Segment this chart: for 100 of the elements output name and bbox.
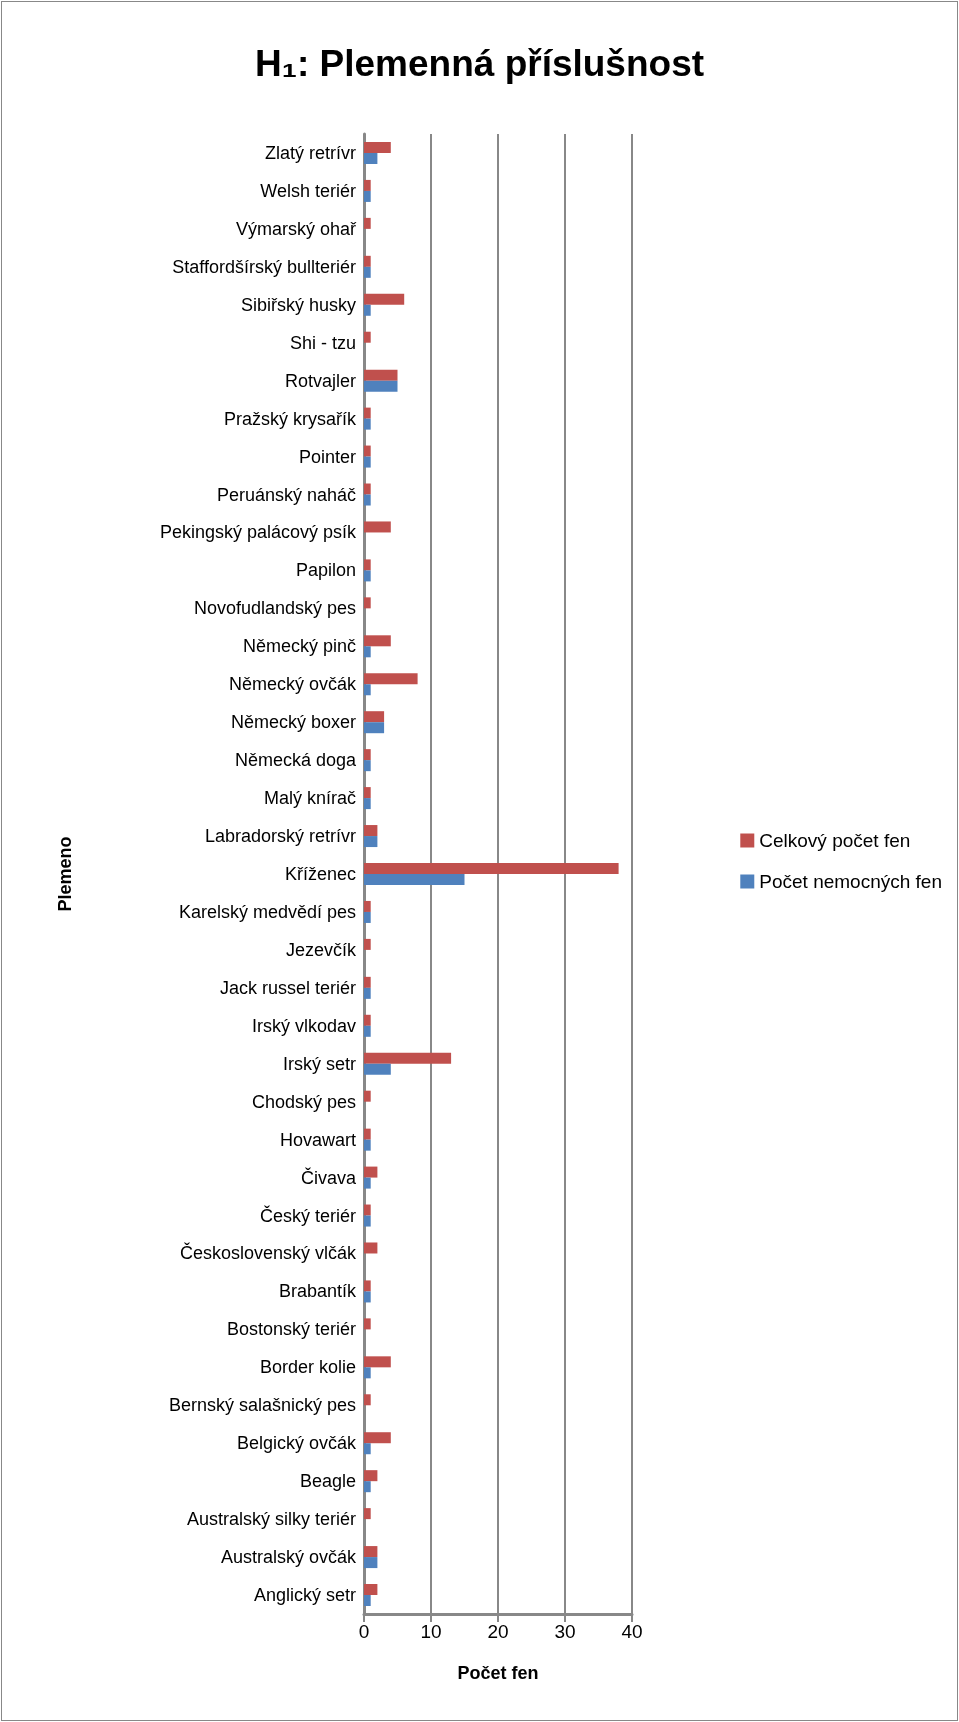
bar bbox=[364, 874, 465, 886]
bar bbox=[364, 1139, 371, 1151]
y-tick-label: Čivava bbox=[300, 1166, 357, 1188]
y-tick-label: Německý boxer bbox=[230, 712, 356, 733]
bar bbox=[364, 1242, 378, 1254]
y-tick-label: Pražský krysařík bbox=[223, 408, 357, 429]
bar bbox=[364, 836, 378, 848]
x-axis-title: Počet fen bbox=[457, 1663, 539, 1683]
y-tick-label: Jack russel teriér bbox=[219, 977, 356, 998]
bar bbox=[364, 976, 371, 988]
x-tick-label: 30 bbox=[554, 1621, 576, 1642]
legend-label: Celkový počet fen bbox=[759, 830, 911, 851]
y-tick-label: Pointer bbox=[298, 446, 356, 467]
bar bbox=[364, 141, 391, 153]
x-tick-label: 10 bbox=[420, 1621, 442, 1642]
bar bbox=[364, 570, 371, 582]
y-tick-label: Výmarský ohař bbox=[235, 218, 357, 239]
bar bbox=[364, 559, 371, 571]
y-tick-label: Zlatý retrívr bbox=[264, 142, 356, 163]
y-tick-label: Papilon bbox=[295, 560, 356, 581]
y-tick-label: Karelský medvědí pes bbox=[178, 901, 356, 922]
bar bbox=[364, 1280, 371, 1292]
bar bbox=[364, 900, 371, 912]
bar bbox=[364, 987, 371, 999]
x-tick-label: 20 bbox=[487, 1621, 509, 1642]
bar bbox=[364, 304, 371, 316]
y-tick-label: Labradorský retrívr bbox=[204, 826, 356, 847]
y-tick-label: Brabantík bbox=[278, 1281, 357, 1302]
bar bbox=[364, 407, 371, 419]
bar bbox=[364, 711, 385, 723]
bar bbox=[364, 1128, 371, 1140]
y-tick-label: Sibiřský husky bbox=[240, 294, 356, 315]
bar bbox=[364, 1367, 371, 1379]
bar bbox=[364, 1063, 391, 1075]
y-tick-label: Chodský pes bbox=[251, 1091, 356, 1112]
legend-label: Počet nemocných fen bbox=[759, 871, 942, 892]
bar bbox=[364, 684, 371, 696]
bar bbox=[364, 635, 391, 647]
bar bbox=[364, 331, 371, 343]
bar bbox=[364, 825, 378, 837]
chart-title: H₁: Plemenná příslušnost bbox=[254, 43, 705, 84]
y-tick-label: Australský silky teriér bbox=[186, 1509, 357, 1530]
bar bbox=[364, 1025, 371, 1037]
bar bbox=[364, 597, 371, 609]
bar bbox=[364, 760, 371, 772]
bar bbox=[364, 646, 371, 658]
y-tick-label: Beagle bbox=[299, 1471, 356, 1492]
y-tick-label: Border kolie bbox=[259, 1357, 356, 1378]
bar bbox=[364, 380, 398, 392]
bar bbox=[364, 1166, 378, 1178]
y-tick-label: Německý ovčák bbox=[228, 674, 357, 695]
y-tick-label: Německá doga bbox=[234, 750, 357, 771]
y-tick-label: Československý vlčák bbox=[179, 1242, 357, 1264]
bar bbox=[364, 1356, 391, 1368]
y-tick-label: Irský vlkodav bbox=[251, 1015, 356, 1036]
bar bbox=[364, 293, 405, 305]
bar bbox=[364, 1394, 371, 1406]
x-tick-label: 0 bbox=[358, 1621, 370, 1642]
bar bbox=[364, 1595, 371, 1607]
y-axis-title: Plemeno bbox=[55, 836, 75, 912]
bar bbox=[364, 798, 371, 810]
bar bbox=[364, 1204, 371, 1216]
y-tick-label: Belgický ovčák bbox=[236, 1433, 357, 1454]
bar bbox=[364, 521, 391, 533]
bar bbox=[364, 179, 371, 191]
bar bbox=[364, 1291, 371, 1303]
y-tick-label: Australský ovčák bbox=[220, 1547, 357, 1568]
bar bbox=[364, 1546, 378, 1558]
bar bbox=[364, 483, 371, 495]
bar bbox=[364, 1470, 378, 1482]
bar bbox=[364, 217, 371, 229]
y-tick-label: Německý pinč bbox=[242, 636, 356, 657]
y-tick-label: Shi - tzu bbox=[289, 332, 356, 353]
y-tick-label: Novofudlandský pes bbox=[193, 598, 356, 619]
y-tick-label: Pekingský palácový psík bbox=[159, 522, 357, 543]
bar bbox=[364, 369, 398, 381]
bar bbox=[364, 911, 371, 923]
bar bbox=[364, 1052, 452, 1064]
bar bbox=[364, 1584, 378, 1596]
bar bbox=[364, 190, 371, 202]
bar bbox=[364, 1177, 371, 1189]
bar bbox=[364, 722, 385, 734]
y-tick-label: Český teriér bbox=[259, 1204, 356, 1226]
y-tick-label: Bernský salašnický pes bbox=[168, 1395, 356, 1416]
bar bbox=[364, 266, 371, 278]
x-tick-label: 40 bbox=[621, 1621, 643, 1642]
bar bbox=[364, 1481, 371, 1493]
bar bbox=[364, 1443, 371, 1455]
bar bbox=[364, 862, 619, 874]
y-tick-label: Welsh teriér bbox=[260, 180, 356, 201]
y-tick-label: Hovawart bbox=[279, 1129, 356, 1150]
bar bbox=[364, 445, 371, 457]
y-tick-label: Peruánský naháč bbox=[216, 484, 356, 505]
bar bbox=[364, 1508, 371, 1520]
y-tick-label: Irský setr bbox=[282, 1053, 356, 1074]
bar bbox=[364, 152, 378, 164]
bar bbox=[364, 1014, 371, 1026]
bar bbox=[364, 938, 371, 950]
bar bbox=[364, 749, 371, 761]
y-tick-label: Kříženec bbox=[284, 864, 356, 884]
